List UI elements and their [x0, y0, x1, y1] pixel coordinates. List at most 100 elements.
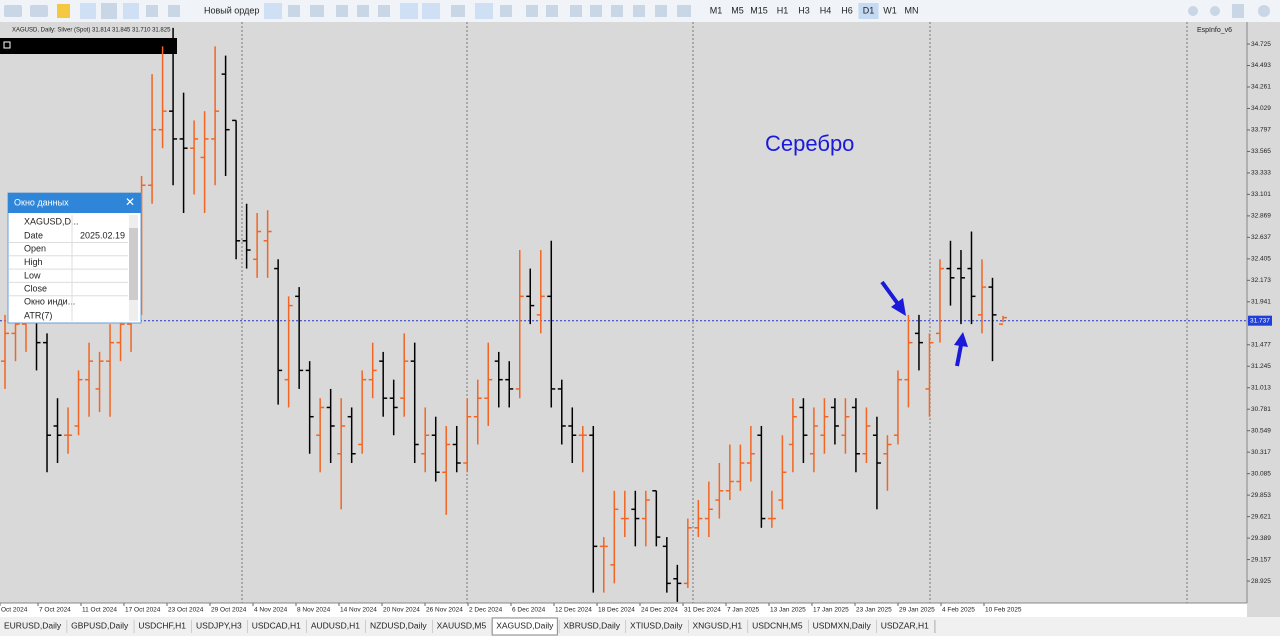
symbol-row: XAGUSD,D... [24, 216, 79, 226]
ohlc-bar [830, 398, 839, 445]
timeframe-button[interactable]: H3 [798, 5, 810, 15]
tab-label[interactable]: USDCNH,M5 [752, 620, 803, 630]
tab[interactable] [134, 618, 191, 635]
ohlc-bar [379, 351, 388, 417]
tab[interactable] [67, 618, 133, 635]
ohlc-bar [736, 444, 745, 491]
timeframe-button[interactable]: MN [905, 5, 919, 15]
tab[interactable] [432, 618, 491, 635]
timeframe-button[interactable]: H6 [841, 5, 853, 15]
ohlc-bar [872, 416, 881, 510]
timeframe-button[interactable]: M5 [731, 5, 744, 15]
ohlc-bar [683, 518, 692, 589]
active-timeframe [858, 3, 879, 19]
ohlc-bar [368, 342, 377, 399]
x-tick-label: 13 Jan 2025 [770, 607, 806, 614]
indicator-row: Окно инди... [24, 296, 75, 306]
tab[interactable] [491, 617, 558, 636]
tab-label[interactable]: XAUUSD,M5 [437, 620, 487, 630]
ohlc-bar [515, 250, 524, 399]
ohlc-bar [673, 564, 682, 602]
tab[interactable] [559, 618, 625, 635]
tab[interactable] [748, 618, 807, 635]
row-value: 2025.02.19 [80, 230, 125, 240]
y-tick-label: 30.549 [1251, 427, 1271, 434]
ohlc-bar [946, 240, 955, 306]
tab[interactable] [876, 618, 933, 635]
ohlc-bar [778, 435, 787, 510]
ohlc-bar [358, 370, 367, 454]
tab-label[interactable]: USDMXN,Daily [813, 620, 872, 630]
tab-label[interactable]: USDCAD,H1 [252, 620, 301, 630]
x-tick-label: 29 Jan 2025 [899, 607, 935, 614]
x-tick-label: 12 Dec 2024 [555, 607, 592, 614]
row-label: Close [24, 284, 47, 294]
tab-label[interactable]: AUDUSD,H1 [311, 620, 360, 630]
ohlc-bar [862, 407, 871, 464]
tab-label[interactable]: USDJPY,H3 [196, 620, 242, 630]
tab[interactable] [365, 618, 431, 635]
ohlc-bar [725, 444, 734, 501]
timeframe-button[interactable]: W1 [883, 5, 897, 15]
ohlc-bar [337, 398, 346, 510]
arrows [880, 280, 968, 367]
x-tick-label: 17 Jan 2025 [813, 607, 849, 614]
atr-row: ATR(7) [24, 310, 52, 320]
y-tick-label: 28.925 [1251, 578, 1271, 585]
x-tick-label: Oct 2024 [1, 607, 28, 614]
ohlc-bar [652, 490, 661, 547]
tab-label[interactable]: GBPUSD,Daily [71, 620, 129, 630]
y-tick-label: 30.085 [1251, 470, 1271, 477]
tab[interactable] [247, 618, 305, 635]
tab-label[interactable]: USDCHF,H1 [138, 620, 186, 630]
tab-label[interactable]: XBRUSD,Daily [563, 620, 620, 630]
y-tick-label: 29.389 [1251, 535, 1271, 542]
ohlc-bar [820, 398, 829, 454]
ohlc-bar [536, 250, 545, 334]
ohlc-bar [610, 490, 619, 584]
tab-label[interactable]: XAGUSD,Daily [496, 620, 554, 630]
y-tick-label: 32.637 [1251, 234, 1271, 241]
timeframe-button[interactable]: H1 [777, 5, 789, 15]
tab-label[interactable]: XNGUSD,H1 [692, 620, 742, 630]
tab-label[interactable]: NZDUSD,Daily [370, 620, 427, 630]
tab[interactable] [306, 618, 364, 635]
tab-label[interactable]: XTIUSD,Daily [630, 620, 683, 630]
ohlc-bar [620, 490, 629, 538]
ohlc-bar [53, 398, 62, 464]
tab[interactable] [0, 618, 66, 635]
timeframe-bar: M1 M5 M15 H1 H3 H4 H6 D1 W1 MN [710, 3, 919, 19]
x-tick-label: 6 Dec 2024 [512, 607, 546, 614]
ohlc-bar [452, 425, 461, 473]
ohlc-bar [43, 333, 52, 473]
y-tick-label: 34.029 [1251, 105, 1271, 112]
timeframe-button[interactable]: M15 [750, 5, 768, 15]
close-button[interactable]: ✕ [125, 195, 135, 209]
tab[interactable] [626, 618, 687, 635]
tab-label[interactable]: EURUSD,Daily [4, 620, 62, 630]
ohlc-bar [557, 379, 566, 445]
one-click-panel[interactable] [0, 38, 177, 54]
y-tick-label: 34.261 [1251, 84, 1271, 91]
tab[interactable] [808, 618, 875, 635]
y-tick-label: 31.941 [1251, 299, 1271, 306]
tab[interactable] [688, 618, 747, 635]
timeframe-button[interactable]: D1 [863, 5, 875, 15]
timeframe-button[interactable]: M1 [710, 5, 723, 15]
ohlc-bar [757, 425, 766, 528]
ohlc-bar [788, 398, 797, 473]
ohlc-bar [799, 398, 808, 464]
ohlc-bar [914, 314, 923, 371]
y-tick-label: 34.725 [1251, 41, 1271, 48]
ohlc-bar [253, 213, 262, 278]
x-tick-label: 7 Oct 2024 [39, 607, 71, 614]
y-tick-label: 31.245 [1251, 363, 1271, 370]
new-order-button[interactable]: Новый ордер [204, 5, 259, 15]
y-tick-label: 31.477 [1251, 341, 1271, 348]
timeframe-button[interactable]: H4 [820, 5, 832, 15]
tab-label[interactable]: USDZAR,H1 [881, 620, 929, 630]
y-tick-label: 32.405 [1251, 256, 1271, 263]
tab[interactable] [192, 618, 246, 635]
ohlc-bar [200, 111, 209, 214]
ohlc-bar [999, 315, 1007, 325]
